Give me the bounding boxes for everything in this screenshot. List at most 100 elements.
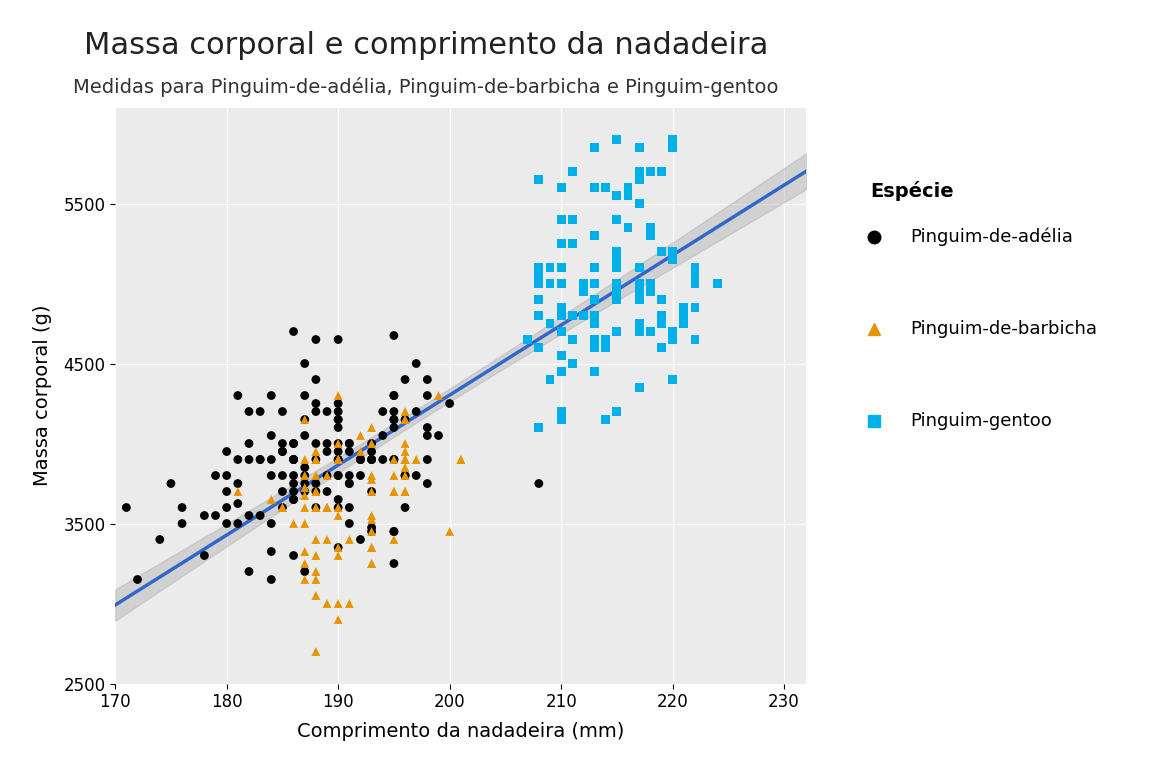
- Point: [585, 261, 604, 273]
- Point: [306, 445, 325, 458]
- Point: [630, 141, 649, 154]
- Point: [630, 326, 649, 338]
- Point: [228, 478, 247, 490]
- Point: [607, 134, 626, 146]
- Point: [574, 286, 592, 298]
- Point: [597, 413, 615, 425]
- Point: [329, 453, 348, 465]
- Point: [418, 453, 437, 465]
- Point: [396, 469, 415, 482]
- Point: [418, 422, 437, 434]
- Point: [318, 598, 336, 610]
- Point: [630, 174, 649, 186]
- Point: [430, 429, 448, 442]
- Point: [607, 326, 626, 338]
- Point: [585, 277, 604, 290]
- Point: [340, 438, 358, 450]
- Point: [351, 533, 370, 545]
- Point: [306, 406, 325, 418]
- Point: [329, 445, 348, 458]
- Point: [552, 214, 570, 226]
- Point: [675, 317, 694, 329]
- Point: [396, 373, 415, 386]
- Point: [652, 165, 670, 177]
- Point: [306, 453, 325, 465]
- Point: [329, 413, 348, 425]
- Point: [329, 438, 348, 450]
- Point: [552, 261, 570, 273]
- Point: [452, 453, 470, 465]
- Point: [552, 406, 570, 418]
- Point: [396, 502, 415, 514]
- Point: [329, 453, 348, 465]
- Point: [218, 469, 236, 482]
- Point: [363, 438, 381, 450]
- Point: [306, 533, 325, 545]
- Point: [385, 453, 403, 465]
- Point: [585, 310, 604, 322]
- Point: [552, 277, 570, 290]
- Point: [385, 413, 403, 425]
- Point: [630, 326, 649, 338]
- Point: [161, 478, 180, 490]
- Point: [530, 277, 548, 290]
- Point: [585, 277, 604, 290]
- Point: [296, 558, 314, 570]
- Point: [563, 214, 582, 226]
- Point: [329, 614, 348, 626]
- Point: [518, 333, 537, 346]
- Point: [273, 502, 291, 514]
- Point: [240, 565, 258, 578]
- Point: [440, 525, 458, 538]
- Point: [306, 485, 325, 498]
- Point: [340, 478, 358, 490]
- Point: [396, 462, 415, 474]
- Text: Espécie: Espécie: [870, 181, 954, 201]
- Point: [285, 438, 303, 450]
- Point: [363, 541, 381, 554]
- Point: [630, 165, 649, 177]
- Point: [630, 197, 649, 210]
- Point: [329, 422, 348, 434]
- Point: [285, 518, 303, 530]
- Point: [151, 533, 169, 545]
- Point: [396, 453, 415, 465]
- Point: [329, 502, 348, 514]
- Point: [251, 406, 270, 418]
- Point: [585, 230, 604, 242]
- Point: [664, 141, 682, 154]
- Point: [708, 277, 727, 290]
- Point: [285, 453, 303, 465]
- Text: Massa corporal e comprimento da nadadeira: Massa corporal e comprimento da nadadeir…: [84, 31, 768, 60]
- Point: [285, 469, 303, 482]
- Point: [363, 513, 381, 525]
- Point: [385, 389, 403, 402]
- Point: [530, 422, 548, 434]
- Point: [318, 502, 336, 514]
- Point: [262, 493, 280, 505]
- Point: [373, 453, 392, 465]
- Point: [585, 141, 604, 154]
- Point: [396, 453, 415, 465]
- Point: [373, 429, 392, 442]
- Point: [540, 261, 559, 273]
- Point: [363, 453, 381, 465]
- Point: [273, 406, 291, 418]
- Point: [363, 525, 381, 538]
- Point: [652, 317, 670, 329]
- Point: [195, 509, 213, 521]
- Point: [285, 453, 303, 465]
- Point: [607, 190, 626, 202]
- Point: [285, 493, 303, 505]
- Point: [228, 498, 247, 510]
- Point: [296, 357, 314, 369]
- Point: [585, 317, 604, 329]
- Point: [218, 485, 236, 498]
- Point: [329, 502, 348, 514]
- Point: [652, 246, 670, 258]
- Point: [329, 406, 348, 418]
- Point: [563, 333, 582, 346]
- Point: [530, 270, 548, 282]
- Point: [630, 382, 649, 394]
- Point: [363, 541, 381, 554]
